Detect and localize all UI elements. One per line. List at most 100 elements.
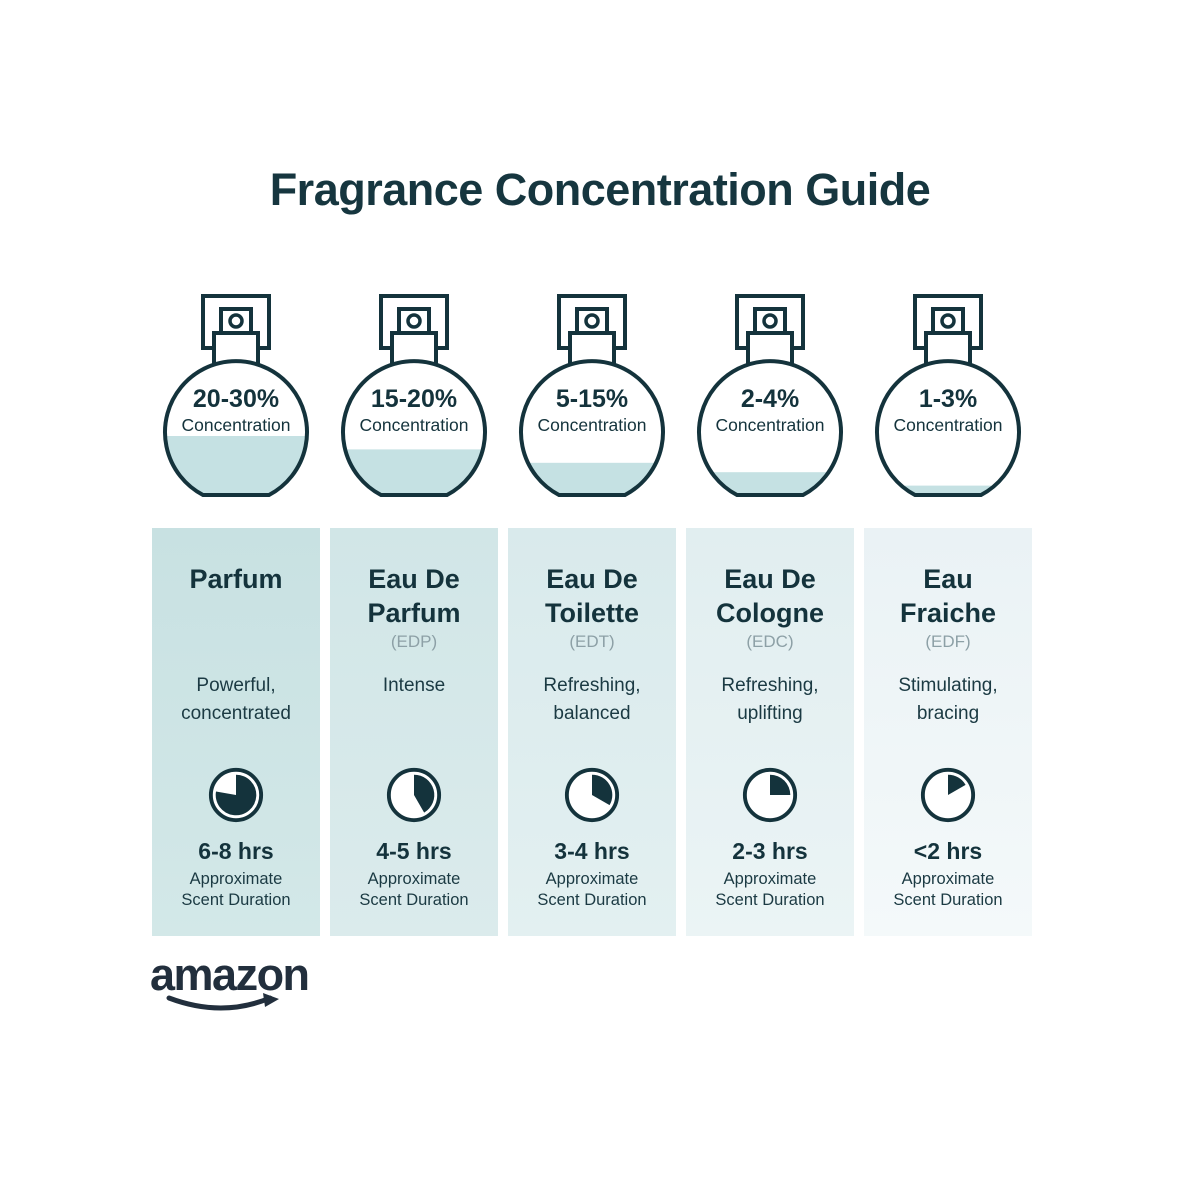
column-title-line1: Eau [923,564,973,594]
column-parfum: Parfum Powerful, concentrated 6-8 hrs Ap… [152,528,320,936]
column-description: Stimulating, bracing [898,672,997,728]
spray-cap-icon [557,294,627,367]
column-title-line1: Eau De [724,564,816,594]
bottle-percent: 15-20% [371,385,457,413]
column-title-line1: Eau De [368,564,460,594]
desc-line2: bracing [916,702,980,724]
bottle-parfum: 20-30% Concentration [152,294,320,506]
clock-icon [386,767,442,823]
desc-line1: Refreshing, [721,675,819,696]
duration-value: 2-3 hrs [732,838,808,864]
clock-icon [208,767,264,823]
perfume-bottle-icon: 1-3% Concentration [875,294,1021,497]
desc-line1: Powerful, [196,675,276,696]
note-line1: Approximate [367,870,461,888]
column-title: Eau De Toilette [545,562,639,632]
note-line2: Scent Duration [181,891,291,910]
bottle-percent: 20-30% [193,385,279,413]
spray-cap-icon [201,294,271,367]
column-title-line1: Parfum [189,564,283,594]
column-title-line2: Parfum [367,598,461,629]
note-line2: Scent Duration [893,891,1003,910]
note-line1: Approximate [189,870,283,888]
column-description: Refreshing, balanced [543,672,640,728]
desc-line1: Refreshing, [543,675,641,696]
column-eau-de-cologne: Eau De Cologne (EDC) Refreshing, uplifti… [686,528,854,936]
bottle-concentration-label: Concentration [360,415,469,435]
desc-line2: balanced [553,702,631,724]
column-abbr: (EDF) [925,632,971,651]
perfume-bottle-icon: 15-20% Concentration [341,294,487,497]
clock-wedge [414,774,435,813]
bottle-row: 20-30% Concentration 15-20% Concentratio… [152,294,1032,506]
bottle-eau-de-toilette: 5-15% Concentration [508,294,676,506]
page-title: Fragrance Concentration Guide [269,164,931,215]
duration-value: 3-4 hrs [554,838,630,864]
clock-wedge [592,774,613,806]
note-line2: Scent Duration [359,891,469,910]
note-line1: Approximate [545,870,639,888]
liquid-fill [699,472,842,495]
column-title: Parfum [189,562,282,632]
bottle-percent: 1-3% [919,385,977,413]
perfume-bottle-icon: 2-4% Concentration [697,294,843,497]
clock-wedge [770,774,791,795]
column-title: Eau De Parfum [367,562,460,632]
column-eau-fraiche: Eau Fraiche (EDF) Stimulating, bracing <… [864,528,1032,936]
desc-line2: uplifting [737,702,803,724]
duration-value: <2 hrs [913,838,983,864]
note-line2: Scent Duration [537,891,647,910]
duration-note: Approximate Scent Duration [359,869,468,911]
bottle-percent: 5-15% [556,385,628,413]
duration-value: 6-8 hrs [198,838,274,864]
desc-line1: Stimulating, [898,675,998,696]
desc-line1: Intense [382,675,446,696]
column-description: Intense [383,672,445,728]
bottle-eau-de-parfum: 15-20% Concentration [330,294,498,506]
note-line1: Approximate [723,870,817,888]
duration-note: Approximate Scent Duration [893,869,1002,911]
column-title-line2: Cologne [716,598,824,629]
amazon-smile-icon [166,993,279,1011]
column-eau-de-toilette: Eau De Toilette (EDT) Refreshing, balanc… [508,528,676,936]
duration-note: Approximate Scent Duration [715,869,824,911]
perfume-bottle-icon: 20-30% Concentration [163,294,309,497]
concentration-columns: Parfum Powerful, concentrated 6-8 hrs Ap… [152,528,1032,936]
column-title-line2: Fraiche [899,598,997,629]
column-description: Refreshing, uplifting [721,672,818,728]
clock-icon [742,767,798,823]
duration-note: Approximate Scent Duration [537,869,646,911]
desc-line2: concentrated [181,702,291,724]
bottle-concentration-label: Concentration [716,415,825,435]
perfume-bottle-icon: 5-15% Concentration [519,294,665,497]
note-line2: Scent Duration [715,891,825,910]
bottle-concentration-label: Concentration [538,415,647,435]
bottle-eau-de-cologne: 2-4% Concentration [686,294,854,506]
column-title-line2: Toilette [545,598,639,629]
clock-icon [564,767,620,823]
amazon-wordmark: amazon [150,949,310,1000]
spray-cap-icon [379,294,449,367]
duration-note: Approximate Scent Duration [181,869,290,911]
spray-cap-icon [735,294,805,367]
column-title-line1: Eau De [546,564,638,594]
column-abbr: (EDC) [746,632,794,651]
clock-icon [920,767,976,823]
duration-value: 4-5 hrs [376,838,452,864]
column-description: Powerful, concentrated [181,672,291,728]
column-eau-de-parfum: Eau De Parfum (EDP) Intense 4-5 hrs Appr… [330,528,498,936]
column-title: Eau Fraiche [900,562,996,632]
amazon-logo: amazon [150,952,340,1019]
liquid-fill [343,449,486,495]
column-title: Eau De Cologne [716,562,824,632]
column-abbr: (EDP) [390,632,438,651]
clock-wedge [948,774,966,795]
clock-wedge [215,774,257,816]
bottle-concentration-label: Concentration [182,415,291,435]
liquid-fill [165,436,308,495]
bottle-eau-fraiche: 1-3% Concentration [864,294,1032,506]
bottle-percent: 2-4% [741,385,799,413]
liquid-fill [877,485,1020,495]
column-abbr: (EDT) [569,632,615,651]
note-line1: Approximate [901,870,995,888]
